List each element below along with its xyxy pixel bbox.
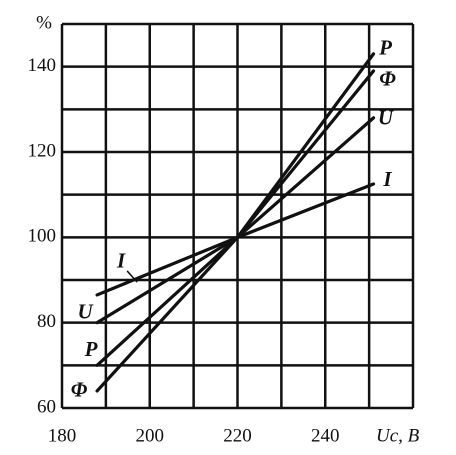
x-tick-label: 220	[223, 425, 252, 446]
leader-line	[126, 270, 138, 283]
series-line	[95, 182, 376, 297]
series-label: I	[116, 249, 126, 273]
series-line	[95, 116, 376, 325]
x-axis-label: Uc, B	[376, 425, 420, 446]
series-label: Φ	[379, 67, 396, 91]
y-tick-label: 80	[37, 311, 56, 332]
series-line	[95, 69, 376, 393]
series-label: Φ	[71, 378, 88, 402]
series-line	[95, 52, 376, 367]
y-tick-label: 100	[28, 226, 57, 247]
x-tick-label: 240	[311, 425, 340, 446]
y-tick-label: 60	[37, 396, 56, 417]
y-tick-label: 140	[28, 55, 57, 76]
series-label: P	[84, 337, 98, 361]
y-axis-label: %	[36, 12, 52, 33]
y-tick-label: 120	[28, 140, 57, 161]
series-label: U	[78, 299, 95, 323]
series-label: P	[378, 36, 392, 60]
x-tick-label: 180	[48, 425, 77, 446]
series-label: U	[378, 106, 395, 130]
x-tick-label: 200	[136, 425, 165, 446]
series-label: I	[382, 167, 392, 191]
